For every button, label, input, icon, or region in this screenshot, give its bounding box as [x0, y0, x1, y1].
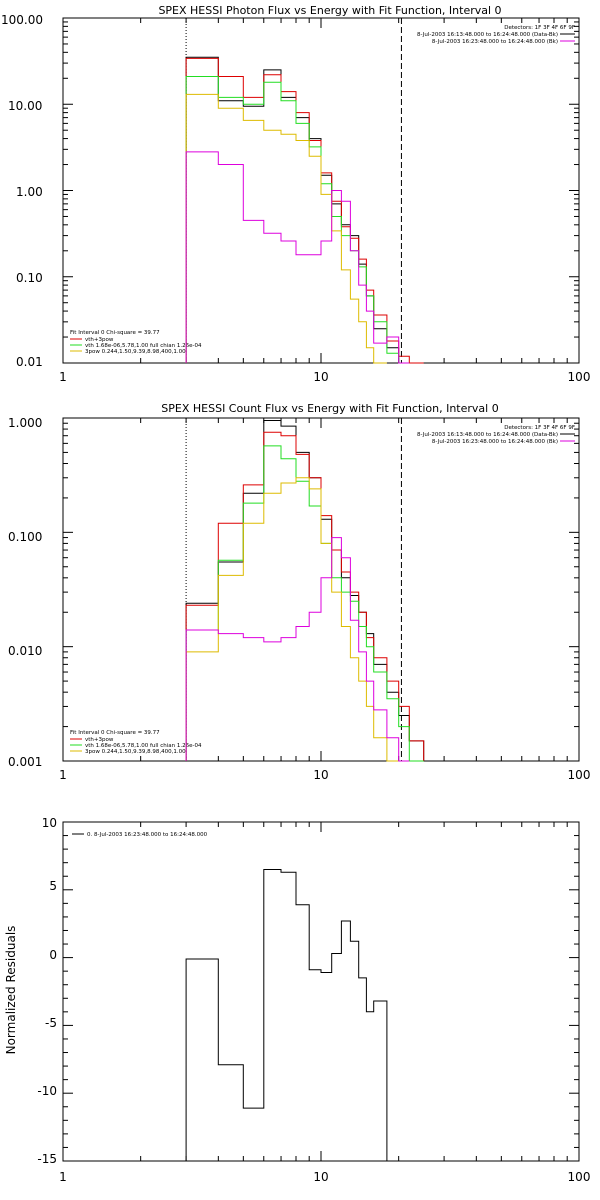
panel2-time-label-data: 8-Jul-2003 16:13:48.000 to 16:24:48.000 …: [417, 432, 558, 438]
panel1-ytick-label-10: 10.00: [8, 99, 42, 113]
panel3-y-ticks: [63, 821, 579, 1162]
panel2-y-ticks: [63, 417, 579, 762]
panel1-ytick-label-1: 1.00: [16, 185, 43, 199]
panel-residuals: Normalized Residuals 10 5 0 -5 -10 -15 1…: [4, 816, 590, 1184]
panel3-plot-area: [185, 869, 399, 1162]
panel-photon-flux: SPEX HESSI Photon Flux vs Energy with Fi…: [1, 4, 590, 384]
panel1-ytick-label-0.1: 0.10: [16, 271, 43, 285]
panel3-ytick-label-0: 0: [49, 948, 57, 962]
panel3-xtick-label-100: 100: [568, 1170, 591, 1184]
panel1-legend-red: vth+3pow: [85, 337, 114, 343]
panel1-legend-header: Fit Interval 0 Chi-square = 39.77: [70, 330, 160, 336]
panel1-plot-area: [185, 18, 424, 364]
panel1-y-ticks: [63, 17, 579, 364]
panel1-time-label-data: 8-Jul-2003 16:13:48.000 to 16:24:48.000 …: [417, 32, 558, 38]
panel3-ytick-label-m15: -15: [37, 1152, 57, 1166]
panel3-xtick-label-1: 1: [59, 1170, 67, 1184]
panel2-legend-red: vth+3pow: [85, 737, 114, 743]
panel-count-flux: SPEX HESSI Count Flux vs Energy with Fit…: [8, 402, 590, 782]
panel2-xtick-label-1: 1: [59, 768, 67, 782]
panel1-xtick-label-100: 100: [568, 370, 591, 384]
panel2-xtick-label-10: 10: [313, 768, 328, 782]
panel2-xtick-label-100: 100: [568, 768, 591, 782]
panel2-legend-yellow: 3pow 0.244,1.50,9.39,8.98,400,1.00: [85, 749, 186, 755]
panel2-ytick-label-0.01: 0.010: [8, 644, 42, 658]
panel3-ytick-label-5: 5: [49, 879, 57, 893]
panel1-xtick-label-10: 10: [313, 370, 328, 384]
panel3-xtick-label-10: 10: [313, 1170, 328, 1184]
panel3-ytick-label-10: 10: [42, 816, 57, 830]
panel1-time-label-bk: 8-Jul-2003 16:23:48.000 to 16:24:48.000 …: [432, 39, 558, 45]
panel2-ytick-label-1: 1.000: [8, 416, 42, 430]
panel3-series-black-0: [185, 869, 399, 1162]
panel1-title: SPEX HESSI Photon Flux vs Energy with Fi…: [158, 4, 501, 17]
panel2-time-label-bk: 8-Jul-2003 16:23:48.000 to 16:24:48.000 …: [432, 439, 558, 445]
panel3-ylabel: Normalized Residuals: [4, 926, 18, 1055]
panel1-ytick-label-0.01: 0.01: [16, 355, 43, 369]
panel1-series-magenta-4: [185, 151, 410, 364]
panel2-series-green-2: [185, 445, 424, 762]
panel1-xtick-label-1: 1: [59, 370, 67, 384]
panel2-title: SPEX HESSI Count Flux vs Energy with Fit…: [161, 402, 498, 415]
panel1-legend-yellow: 3pow 0.244,1.50,9.39,8.98,400,1.00: [85, 349, 186, 355]
panel3-ytick-label-m10: -10: [37, 1084, 57, 1098]
panel2-series-red-1: [185, 431, 425, 761]
panel1-series-red-1: [185, 57, 424, 364]
panel2-x-ticks: [62, 418, 580, 761]
panel1-detectors: Detectors: 1F 3F 4F 6F 9F: [504, 25, 575, 31]
panel2-ytick-label-0.1: 0.100: [8, 530, 42, 544]
panel2-series-yellow-3: [185, 477, 399, 762]
panel2-legend-header: Fit Interval 0 Chi-square = 39.77: [70, 730, 160, 736]
panel1-legend-green: vth 1.68e-06,5.78,1.00 full chian 1.26e-…: [85, 343, 202, 349]
panel3-ytick-label-m5: -5: [45, 1016, 57, 1030]
panel3-frame: [62, 821, 580, 1162]
panel3-legend-label: 0. 8-Jul-2003 16:23:48.000 to 16:24:48.0…: [87, 832, 208, 838]
panel2-legend-green: vth 1.68e-06,5.78,1.00 full chian 1.26e-…: [85, 743, 202, 749]
panel1-x-ticks: [62, 18, 580, 363]
panel1-series-green-2: [185, 76, 410, 364]
panel1-series-yellow-3: [185, 93, 387, 364]
panel1-series-black-0: [185, 56, 410, 364]
panel2-detectors: Detectors: 1F 3F 4F 6F 9F: [504, 425, 575, 431]
panel2-series-black-0: [185, 420, 425, 761]
panel2-plot-area: [185, 418, 425, 762]
panel1-ytick-label-100: 100.00: [1, 13, 43, 27]
panel3-x-ticks: [62, 822, 580, 1161]
panel2-series-magenta-4: [185, 537, 410, 762]
panel2-ytick-label-0.001: 0.001: [8, 755, 42, 769]
